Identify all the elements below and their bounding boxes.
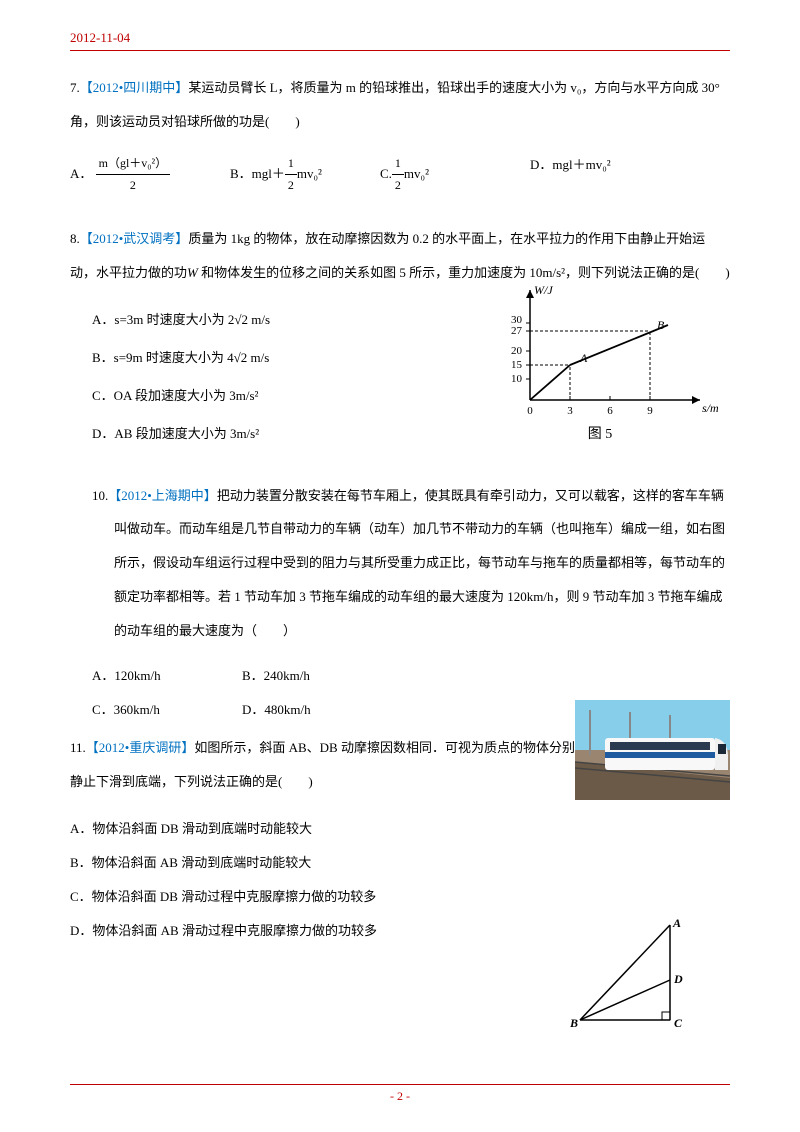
question-10: 10.【2012•上海期中】把动力装置分散安装在每节车厢上，使其既具有牵引动力，… (92, 479, 730, 648)
point-b: B (657, 318, 665, 332)
footer-rule (70, 1084, 730, 1085)
xtick-0: 0 (527, 405, 533, 417)
xtick-6: 6 (607, 405, 613, 417)
q11-opt-c: C．物体沿斜面 DB 滑动过程中克服摩擦力做的功较多 (70, 880, 730, 914)
q10-text: 把动力装置分散安装在每节车厢上，使其既具有牵引动力，又可以载客，这样的客车车辆叫… (114, 488, 725, 638)
q7-b-suf: mv₀² (297, 166, 322, 181)
q10-source: 【2012•上海期中】 (108, 488, 217, 503)
triangle-diagram: A B C D (570, 915, 695, 1035)
q7-a-bot: 2 (96, 175, 170, 197)
chart-caption: 图 5 (588, 427, 613, 442)
q7-c-suf: mv₀² (404, 166, 429, 181)
q7-opt-d: D．mgl＋mv₀² (530, 153, 680, 197)
header-rule (70, 50, 730, 51)
q10-opt-a: A．120km/h (92, 662, 242, 691)
tri-b: B (570, 1016, 578, 1030)
q7-options: A． m（gl＋v₀²） 2 B．mgl＋12mv₀² C.12mv₀² D．m… (70, 153, 730, 197)
q8-num: 8. (70, 231, 80, 246)
q11-source: 【2012•重庆调研】 (86, 740, 195, 755)
q7-source: 【2012•四川期中】 (80, 80, 189, 95)
q8-source: 【2012•武汉调考】 (80, 231, 189, 246)
ytick-30: 30 (511, 314, 523, 326)
q10-num: 10. (92, 488, 108, 503)
q10-opt-c: C．360km/h (92, 696, 242, 725)
ytick-10: 10 (511, 373, 523, 385)
xtick-9: 9 (647, 405, 653, 417)
q11-num: 11. (70, 740, 86, 755)
train-image (575, 700, 730, 800)
date-header: 2012-11-04 (70, 30, 730, 46)
q7-a-prefix: A． (70, 166, 92, 181)
q7-b-top: 1 (285, 153, 297, 176)
tri-d: D (673, 972, 683, 986)
ytick-27: 27 (511, 325, 523, 337)
chart-figure-5: 10 15 20 27 30 0 3 6 9 A B W/J s/m 图 5 (500, 280, 720, 450)
ylabel: W/J (534, 283, 553, 297)
q7-opt-c: C.12mv₀² (380, 153, 530, 197)
q8-w: W (187, 265, 198, 280)
q7-opt-b: B．mgl＋12mv₀² (230, 153, 380, 197)
xtick-3: 3 (567, 405, 573, 417)
q10-opt-b: B．240km/h (242, 662, 392, 691)
point-a: A (579, 351, 588, 365)
ytick-15: 15 (511, 359, 523, 371)
q11-opt-b: B．物体沿斜面 AB 滑动到底端时动能较大 (70, 846, 730, 880)
tri-c: C (674, 1016, 683, 1030)
q7-c-pre: C. (380, 166, 392, 181)
q7-b-pre: B．mgl＋ (230, 166, 285, 181)
question-7: 7.【2012•四川期中】某运动员臂长 L，将质量为 m 的铅球推出，铅球出手的… (70, 71, 730, 139)
q7-num: 7. (70, 80, 80, 95)
q7-a-top: m（gl＋v₀²） (96, 153, 170, 176)
q7-opt-a: A． m（gl＋v₀²） 2 (70, 153, 230, 197)
q7-c-top: 1 (392, 153, 404, 176)
q8-text2: 和物体发生的位移之间的关系如图 5 所示，重力加速度为 10m/s²，则下列说法… (201, 265, 730, 280)
tri-a: A (672, 916, 681, 930)
xlabel: s/m (702, 401, 719, 415)
q7-b-bot: 2 (285, 175, 297, 197)
q10-opt-d: D．480km/h (242, 696, 392, 725)
q11-opt-a: A．物体沿斜面 DB 滑动到底端时动能较大 (70, 812, 730, 846)
page-number: - 2 - (390, 1089, 410, 1103)
footer: - 2 - (0, 1084, 800, 1104)
q7-c-bot: 2 (392, 175, 404, 197)
ytick-20: 20 (511, 345, 523, 357)
